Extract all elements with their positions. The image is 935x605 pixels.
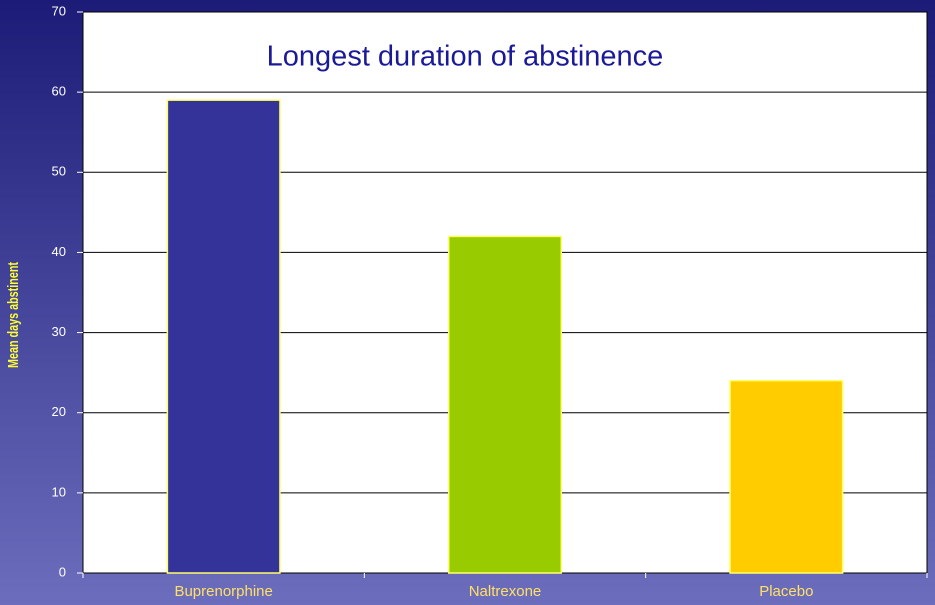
y-axis-label: Mean days abstinent: [4, 261, 21, 368]
y-tick-label: 40: [52, 244, 66, 259]
y-tick-label: 70: [52, 3, 66, 18]
y-tick-label: 50: [52, 164, 66, 179]
y-tick-label: 60: [52, 84, 66, 99]
y-tick-label: 0: [59, 564, 66, 579]
x-tick-label: Naltrexone: [469, 583, 542, 600]
y-tick-label: 10: [52, 484, 66, 499]
bar: [166, 99, 281, 574]
y-tick-label: 20: [52, 404, 66, 419]
bar: [447, 235, 563, 574]
chart-title: Longest duration of abstinence: [267, 41, 664, 73]
x-tick-label: Placebo: [759, 583, 813, 600]
bar: [729, 379, 844, 574]
x-tick-label: Buprenorphine: [174, 583, 272, 600]
y-tick-label: 30: [52, 324, 66, 339]
